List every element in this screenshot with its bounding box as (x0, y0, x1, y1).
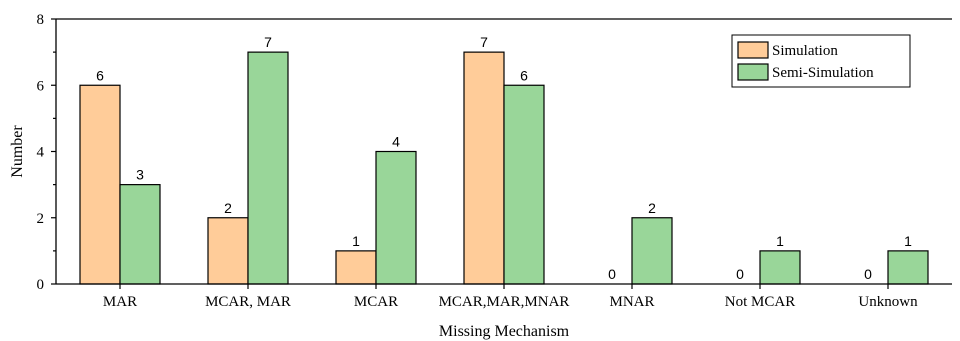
y-tick-label: 2 (37, 211, 45, 227)
data-label-simulation-5: 0 (736, 266, 744, 282)
x-tick-label: MCAR (354, 294, 398, 310)
data-label-simulation-3: 7 (480, 34, 488, 50)
legend-label-semi-simulation: Semi-Simulation (772, 65, 874, 81)
x-axis-title: Missing Mechanism (439, 323, 570, 340)
data-label-semi-simulation-4: 2 (648, 200, 656, 216)
bar-semi-simulation-1 (247, 51, 289, 285)
bar-semi-simulation-2 (375, 150, 417, 285)
x-tick-label: MCAR,MAR,MNAR (439, 294, 570, 310)
bar-simulation-0 (79, 84, 121, 285)
x-tick-label: MNAR (609, 294, 654, 310)
bars-group: 6 2 1 7 0 0 0 3 7 4 6 2 1 1 (79, 34, 929, 285)
data-label-simulation-1: 2 (224, 200, 232, 216)
data-label-simulation-6: 0 (864, 266, 872, 282)
data-label-semi-simulation-2: 4 (392, 134, 400, 150)
y-axis: 0 2 4 6 8 (37, 12, 952, 293)
y-tick-label: 6 (37, 78, 45, 94)
data-label-simulation-4: 0 (608, 266, 616, 282)
x-tick-label: Not MCAR (725, 294, 795, 310)
data-label-semi-simulation-1: 7 (264, 34, 272, 50)
legend: Simulation Semi-Simulation (731, 34, 911, 88)
bar-simulation-1 (207, 217, 249, 285)
y-axis-title: Number (9, 125, 26, 178)
bar-semi-simulation-6 (887, 250, 929, 285)
legend-label-simulation: Simulation (772, 43, 838, 59)
data-label-semi-simulation-6: 1 (904, 233, 912, 249)
data-label-semi-simulation-0: 3 (136, 167, 144, 183)
y-tick-label: 4 (37, 145, 45, 161)
bar-simulation-3 (463, 51, 505, 285)
y-tick-label: 0 (37, 277, 45, 293)
data-label-semi-simulation-3: 6 (520, 67, 528, 83)
x-axis: MAR MCAR, MAR MCAR MCAR,MAR,MNAR MNAR Not MCA… (56, 283, 952, 310)
data-label-semi-simulation-5: 1 (776, 233, 784, 249)
bar-semi-simulation-3 (503, 84, 545, 285)
legend-swatch-simulation (737, 41, 769, 59)
x-tick-label: MCAR, MAR (205, 294, 291, 310)
y-tick-label: 8 (37, 12, 45, 28)
x-tick-label: Unknown (858, 294, 918, 310)
x-tick-label: MAR (103, 294, 137, 310)
legend-swatch-semi-simulation (737, 63, 769, 81)
bar-semi-simulation-0 (119, 184, 161, 285)
bar-simulation-2 (335, 250, 377, 285)
bar-semi-simulation-5 (759, 250, 801, 285)
bar-semi-simulation-4 (631, 217, 673, 285)
data-label-simulation-2: 1 (352, 233, 360, 249)
data-label-simulation-0: 6 (96, 67, 104, 83)
